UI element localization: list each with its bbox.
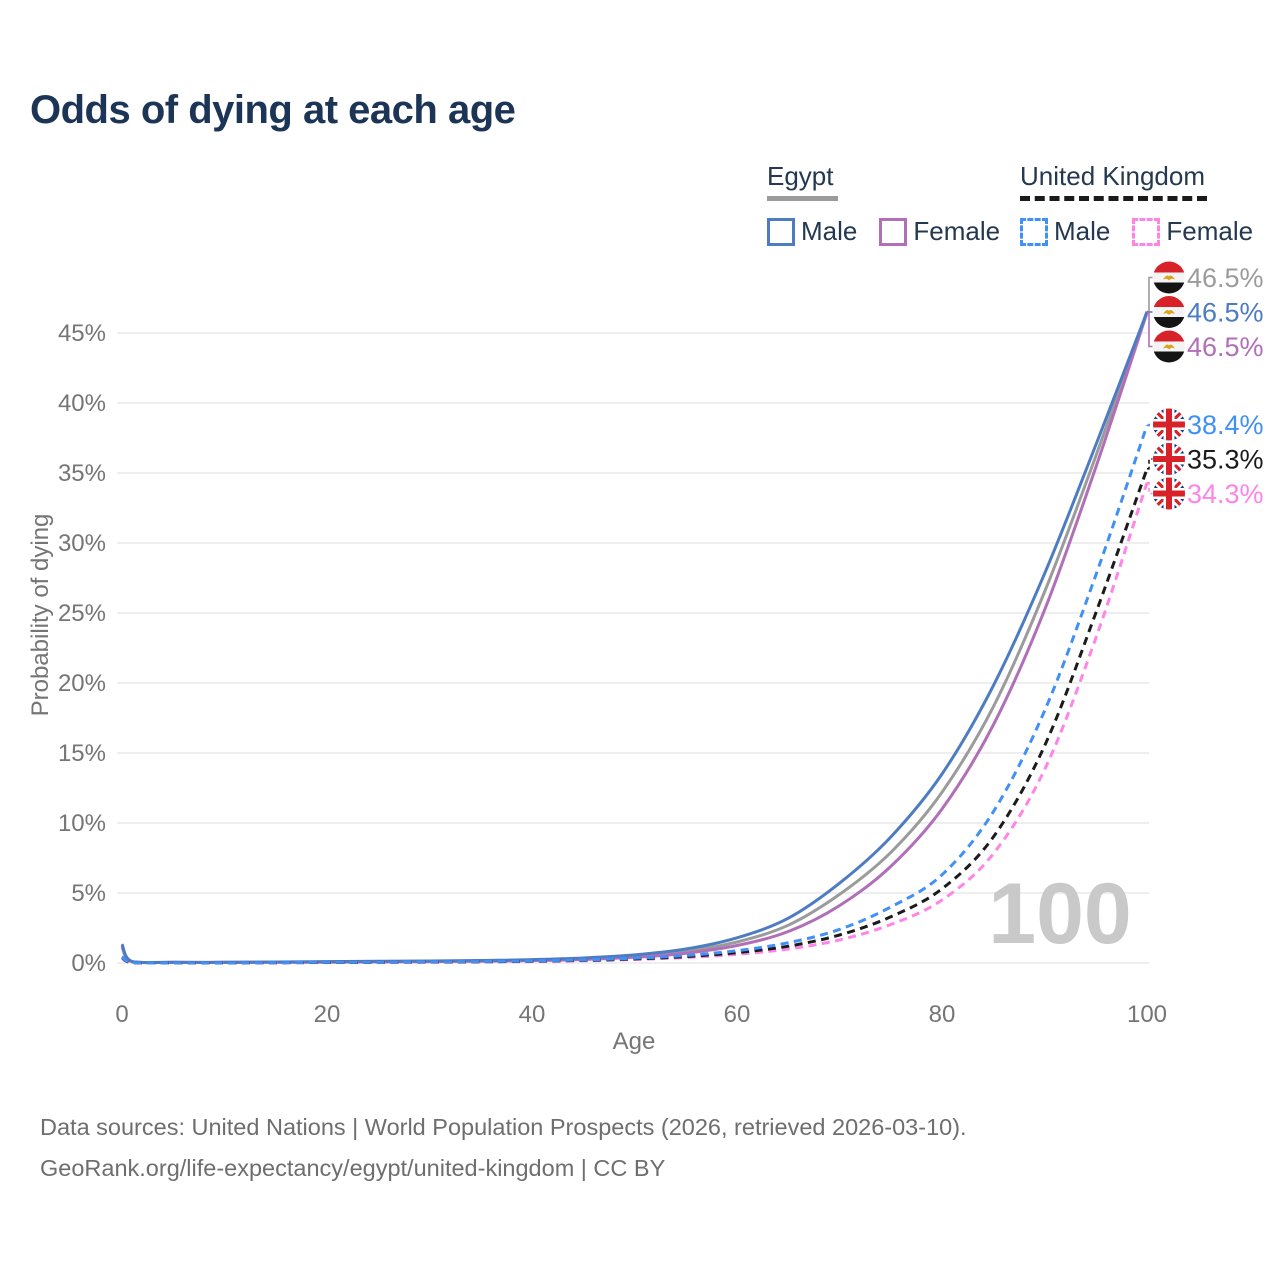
- egypt-male-swatch-icon: [767, 217, 795, 246]
- end-value-label-egypt-both: 46.5%: [1187, 263, 1264, 293]
- end-label-connector: [1147, 423, 1153, 427]
- legend-egypt-female-label: Female: [913, 216, 1001, 246]
- x-tick-label: 40: [519, 1001, 546, 1028]
- page-title: Odds of dying at each age: [30, 88, 516, 132]
- x-tick-label: 20: [314, 1001, 341, 1028]
- end-value-label-egypt-female: 46.5%: [1187, 332, 1264, 362]
- legend-uk-male-label: Male: [1054, 216, 1111, 246]
- end-label-connector: [1147, 458, 1153, 470]
- footer-attribution: GeoRank.org/life-expectancy/egypt/united…: [40, 1155, 666, 1181]
- end-value-label-uk-female: 34.3%: [1187, 479, 1264, 509]
- age-counter-watermark: 100: [988, 866, 1132, 962]
- x-tick-label: 80: [929, 1001, 956, 1028]
- legend-uk-items: Male Female: [1020, 216, 1253, 247]
- uk-female-swatch-icon: [1132, 217, 1161, 246]
- legend-egypt: Egypt Male Female: [767, 161, 1000, 247]
- uk-flag-icon: [1153, 477, 1185, 510]
- egypt-female-swatch-icon: [879, 217, 908, 246]
- end-value-label-uk-both: 35.3%: [1187, 445, 1264, 475]
- footer-data-sources: Data sources: United Nations | World Pop…: [40, 1114, 967, 1140]
- legend-egypt-male[interactable]: Male: [767, 216, 857, 247]
- y-tick-label: 20%: [58, 670, 106, 697]
- end-label-connector: [1147, 276, 1153, 313]
- egypt-flag-icon: [1153, 296, 1185, 328]
- series-line-uk-male[interactable]: [121, 424, 1149, 965]
- y-tick-label: 5%: [71, 880, 106, 907]
- y-axis-title: Probability of dying: [27, 514, 54, 717]
- x-tick-label: 60: [724, 1001, 751, 1028]
- y-tick-label: 15%: [58, 740, 106, 767]
- y-tick-label: 40%: [58, 390, 106, 417]
- end-label-connector: [1147, 311, 1153, 348]
- egypt-flag-icon: [1153, 330, 1185, 363]
- end-label-connector: [1147, 482, 1153, 495]
- uk-flag-icon: [1153, 443, 1185, 475]
- legend-egypt-female[interactable]: Female: [879, 216, 1000, 247]
- legend-egypt-title[interactable]: Egypt: [767, 161, 838, 201]
- y-tick-label: 10%: [58, 810, 106, 837]
- x-tick-label: 0: [115, 1001, 128, 1028]
- y-tick-label: 30%: [58, 530, 106, 557]
- y-tick-label: 35%: [58, 460, 106, 487]
- end-value-label-egypt-male: 46.5%: [1187, 298, 1264, 328]
- egypt-flag-icon: [1153, 261, 1185, 294]
- uk-flag-icon: [1153, 408, 1185, 441]
- legend-uk-female-label: Female: [1166, 216, 1254, 246]
- y-tick-label: 0%: [71, 950, 106, 977]
- series-line-egypt-both[interactable]: [120, 310, 1149, 965]
- legend-uk-female[interactable]: Female: [1132, 216, 1253, 247]
- legend-uk-title[interactable]: United Kingdom: [1020, 161, 1207, 201]
- legend-egypt-items: Male Female: [767, 216, 1000, 247]
- end-value-label-uk-male: 38.4%: [1187, 410, 1264, 440]
- legend-uk-male[interactable]: Male: [1020, 216, 1110, 247]
- legend-egypt-male-label: Male: [801, 216, 858, 246]
- uk-male-swatch-icon: [1020, 217, 1048, 246]
- y-tick-label: 45%: [58, 320, 106, 347]
- x-axis-title: Age: [613, 1028, 656, 1055]
- series-line-egypt-male[interactable]: [120, 311, 1149, 965]
- legend-united-kingdom: United Kingdom Male Female: [1020, 161, 1253, 247]
- y-tick-label: 25%: [58, 600, 106, 627]
- footer: Data sources: United Nations | World Pop…: [40, 1107, 967, 1189]
- x-tick-label: 100: [1127, 1001, 1167, 1028]
